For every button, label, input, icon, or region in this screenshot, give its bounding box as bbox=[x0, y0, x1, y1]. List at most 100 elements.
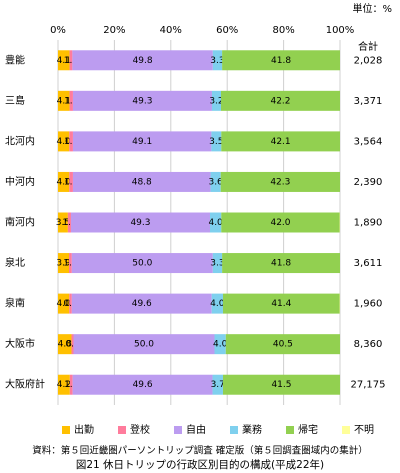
bar-segment bbox=[211, 293, 223, 314]
bar-segment bbox=[211, 90, 221, 111]
bar-segment bbox=[67, 212, 71, 233]
bar-segment bbox=[221, 131, 340, 152]
legend-label: 業務 bbox=[242, 423, 262, 436]
legend-label: 帰宅 bbox=[298, 423, 318, 436]
data-label: 0.9 bbox=[63, 299, 78, 309]
data-label: 4.0 bbox=[56, 137, 71, 147]
totals-header: 合計 bbox=[358, 40, 378, 53]
bar-segment bbox=[73, 334, 215, 355]
bar-segment bbox=[214, 334, 226, 355]
bar-segment bbox=[58, 293, 70, 314]
data-label: 1.3 bbox=[64, 177, 78, 187]
bar-segment bbox=[210, 171, 221, 192]
total-label: 1,960 bbox=[354, 299, 383, 310]
bar-segment bbox=[69, 131, 73, 152]
data-label: 50.0 bbox=[132, 259, 152, 269]
data-label: 4.8 bbox=[58, 340, 73, 350]
data-label: 49.3 bbox=[130, 218, 150, 228]
data-label: 4.0 bbox=[56, 177, 71, 187]
bar-segment bbox=[71, 334, 74, 355]
legend-label: 登校 bbox=[130, 423, 150, 436]
bar-segment bbox=[68, 253, 72, 274]
bar-segment bbox=[220, 90, 340, 111]
data-label: 4.0 bbox=[56, 299, 71, 309]
total-label: 8,360 bbox=[354, 339, 383, 350]
bar-segment bbox=[72, 374, 213, 395]
bar-segment bbox=[70, 212, 210, 233]
bar-segment bbox=[212, 374, 223, 395]
data-label: 0.7 bbox=[65, 340, 79, 350]
bar-segment bbox=[209, 212, 222, 233]
bar-segment bbox=[69, 50, 73, 71]
data-label: 41.8 bbox=[271, 259, 291, 269]
x-tick-label: 80% bbox=[272, 25, 294, 36]
chart-title: 図21 休日トリップの行政区別目的の構成(平成22年) bbox=[76, 458, 324, 471]
data-label: 41.8 bbox=[271, 56, 291, 66]
legend-swatch bbox=[118, 426, 126, 434]
data-label: 1.3 bbox=[64, 137, 78, 147]
bar-segment bbox=[222, 50, 340, 71]
x-tick-label: 0% bbox=[50, 25, 66, 36]
bar-segment bbox=[71, 293, 212, 314]
bar-segment bbox=[211, 131, 222, 152]
category-label: 泉南 bbox=[5, 297, 25, 310]
bar-segment bbox=[72, 50, 213, 71]
data-label: 1.1 bbox=[62, 218, 76, 228]
data-label: 4.0 bbox=[213, 340, 228, 350]
data-label: 4.1 bbox=[57, 56, 71, 66]
bar-segment bbox=[222, 293, 340, 314]
bar-segment bbox=[212, 50, 223, 71]
legend-swatch bbox=[230, 426, 238, 434]
category-label: 北河内 bbox=[5, 134, 35, 147]
legend-label: 自由 bbox=[186, 423, 206, 436]
bar-segment bbox=[69, 171, 73, 192]
data-label: 3.3 bbox=[210, 259, 224, 269]
category-label: 中河内 bbox=[5, 175, 35, 188]
data-label: 3.7 bbox=[211, 380, 225, 390]
bar-segment bbox=[222, 253, 340, 274]
data-label: 49.3 bbox=[132, 96, 152, 106]
data-label: 41.4 bbox=[271, 299, 291, 309]
bar-segment bbox=[212, 253, 223, 274]
data-label: 4.0 bbox=[208, 218, 223, 228]
legend-label: 不明 bbox=[354, 424, 374, 436]
data-label: 49.6 bbox=[132, 299, 152, 309]
data-label: 1.0 bbox=[63, 259, 78, 269]
bar-segment bbox=[222, 374, 340, 395]
bar-segment bbox=[72, 90, 212, 111]
bar-segment bbox=[58, 171, 70, 192]
data-label: 3.9 bbox=[56, 259, 71, 269]
total-label: 2,028 bbox=[354, 55, 383, 66]
bar-segment bbox=[58, 334, 72, 355]
data-label: 4.2 bbox=[57, 380, 71, 390]
data-label: 4.1 bbox=[57, 96, 71, 106]
x-tick-label: 60% bbox=[216, 25, 238, 36]
total-label: 1,890 bbox=[354, 218, 383, 229]
bar-segment bbox=[72, 171, 211, 192]
bar-segment bbox=[58, 253, 69, 274]
total-label: 2,390 bbox=[354, 177, 383, 188]
data-label: 48.8 bbox=[132, 177, 152, 187]
bar-segment bbox=[71, 253, 213, 274]
bar-segment bbox=[58, 131, 70, 152]
data-label: 42.0 bbox=[270, 218, 290, 228]
bar-segment bbox=[69, 90, 73, 111]
bar-segment bbox=[69, 374, 73, 395]
data-label: 3.6 bbox=[208, 177, 223, 187]
category-label: 大阪府計 bbox=[5, 378, 45, 391]
x-tick-label: 100% bbox=[326, 25, 355, 36]
total-label: 3,611 bbox=[354, 258, 383, 269]
data-label: 49.6 bbox=[133, 380, 153, 390]
bar-segment bbox=[225, 334, 340, 355]
category-label: 大阪市 bbox=[5, 337, 35, 350]
data-label: 49.8 bbox=[133, 56, 153, 66]
bar-segment bbox=[220, 171, 340, 192]
legend-swatch bbox=[174, 426, 182, 434]
legend-swatch bbox=[62, 426, 70, 434]
bar-segment bbox=[221, 212, 340, 233]
category-label: 豊能 bbox=[5, 53, 25, 66]
data-label: 1.2 bbox=[64, 96, 78, 106]
data-label: 3.2 bbox=[209, 96, 223, 106]
category-label: 南河内 bbox=[5, 216, 35, 229]
